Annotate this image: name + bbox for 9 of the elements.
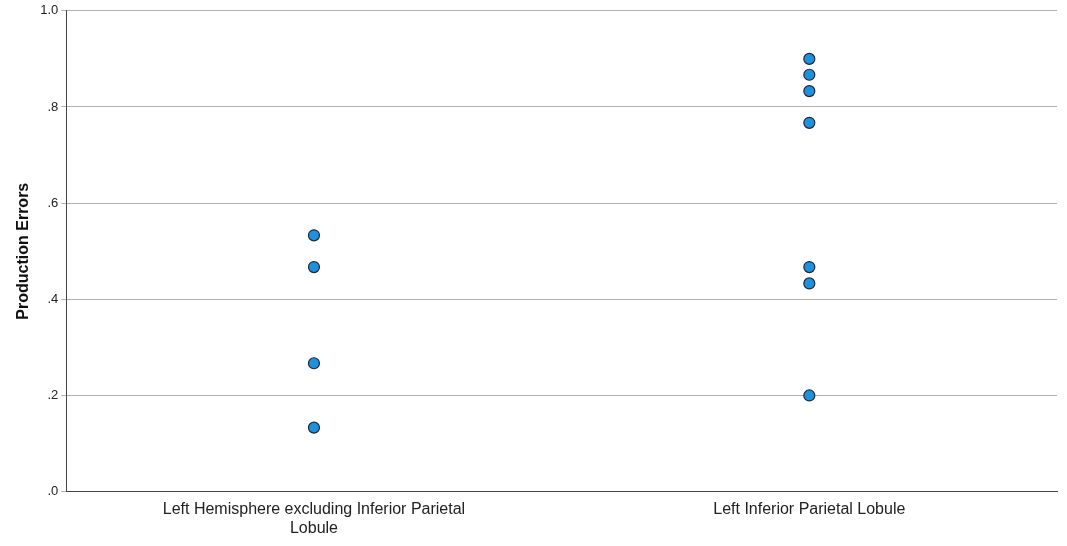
y-tick-label: .4 (47, 290, 59, 306)
x-tick-label: Left Inferior Parietal Lobule (713, 499, 906, 517)
y-tick-label: .2 (47, 387, 59, 403)
y-tick-label: .8 (47, 98, 59, 114)
y-tick-label: .0 (47, 483, 59, 499)
y-axis-title: Production Errors (14, 182, 32, 320)
y-tick-label: 1.0 (40, 2, 59, 18)
x-tick-label: Left Hemisphere excluding Inferior Parietal Lobule (162, 499, 466, 536)
y-tick-label: .6 (47, 194, 59, 210)
